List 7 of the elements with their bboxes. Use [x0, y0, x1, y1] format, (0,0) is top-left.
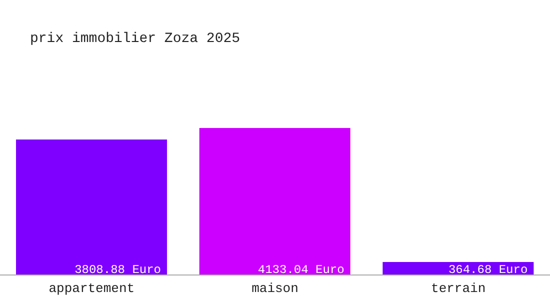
data-label: 3808.88 Euro — [74, 263, 161, 277]
chart-title: prix immobilier Zoza 2025 — [30, 31, 240, 47]
x-tick-label: appartement — [48, 281, 135, 296]
data-label: 364.68 Euro — [448, 263, 528, 277]
x-tick-label: terrain — [431, 281, 486, 296]
x-tick-label: maison — [252, 281, 298, 296]
data-label: 4133.04 Euro — [258, 263, 344, 277]
